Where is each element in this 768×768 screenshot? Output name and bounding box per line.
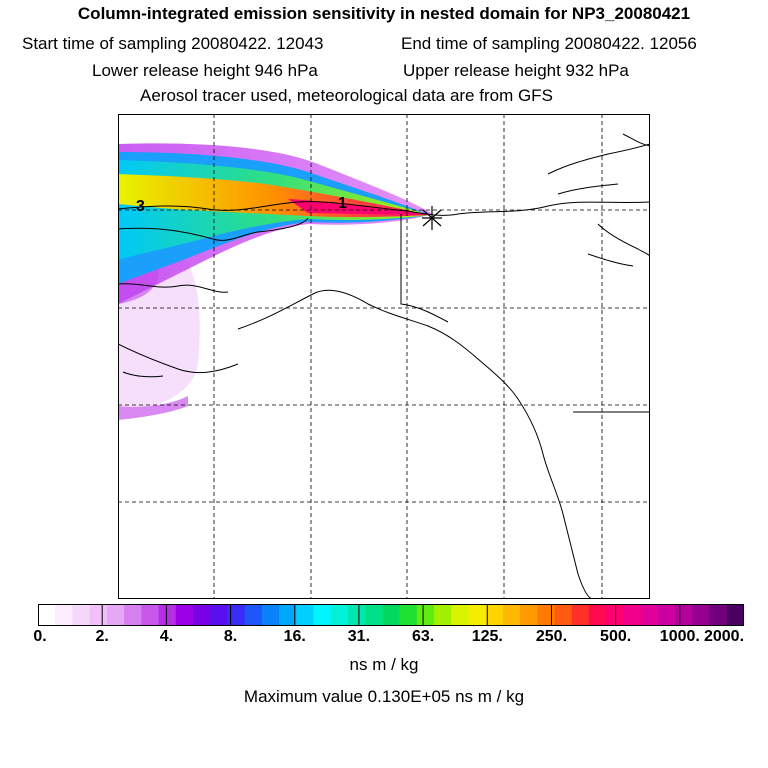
color-scale-tick-label: 250. — [535, 628, 568, 645]
color-scale-segment — [589, 604, 607, 626]
color-scale-tick-label: 31. — [347, 628, 371, 645]
color-scale-segment — [313, 604, 332, 626]
color-scale-segment — [640, 604, 659, 626]
color-scale-tick-label: 0. — [33, 628, 47, 645]
plume-label-1: 1 — [338, 195, 347, 212]
color-scale-segment — [485, 604, 504, 626]
color-scale-segment — [382, 604, 401, 626]
coastlines — [118, 133, 650, 599]
color-scale-segment — [709, 604, 728, 626]
color-scale-tick-label: 2000. — [703, 628, 745, 645]
color-scale-segment — [520, 604, 538, 626]
color-scale-bar — [38, 604, 744, 626]
lat-lon-grid — [118, 114, 650, 599]
color-scale-segment — [141, 604, 160, 626]
upper-release-height-label: Upper release height 932 hPa — [403, 61, 629, 80]
color-scale-segment — [399, 604, 418, 626]
sensitivity-map: 1 3 — [118, 114, 650, 599]
color-scale-segment — [571, 604, 590, 626]
color-scale-segment — [502, 604, 521, 626]
color-scale-segment — [347, 604, 366, 626]
units-label: ns m / kg — [349, 655, 419, 674]
color-scale-segment — [158, 604, 177, 626]
color-scale-tick-label: 16. — [283, 628, 306, 645]
color-scale-segment — [279, 604, 297, 626]
color-scale-segment — [675, 604, 693, 626]
color-scale-segment — [434, 604, 452, 626]
color-scale-segment — [365, 604, 383, 626]
color-scale-segment — [72, 604, 91, 626]
color-scale-segment — [261, 604, 280, 626]
plume-peak — [288, 199, 430, 215]
color-scale-segment — [210, 604, 228, 626]
color-scale-segment — [55, 604, 73, 626]
color-scale-segment — [124, 604, 142, 626]
color-scale-segment — [537, 604, 556, 626]
color-scale-segment — [416, 604, 435, 626]
color-scale-frame — [38, 604, 744, 626]
color-scale-segment — [451, 604, 469, 626]
color-scale-tick-label: 125. — [471, 628, 503, 645]
color-scale-tick-label: 2. — [95, 628, 109, 645]
color-scale-segment — [330, 604, 349, 626]
color-scale-tick-label: 4. — [159, 628, 174, 645]
color-scale-segment — [38, 604, 56, 626]
color-scale-segment — [296, 604, 315, 626]
plume-label-3: 3 — [136, 198, 145, 215]
borders — [400, 214, 650, 413]
color-scale-segment — [89, 604, 108, 626]
map-frame — [118, 114, 650, 599]
max-value-label: Maximum value 0.130E+05 ns m / kg — [243, 687, 525, 706]
color-scale-tick-labels: 0. 2. 4. 8. 16. 31. 63. 125. 250. 500. 1000. 2000. — [0, 628, 768, 650]
color-scale-segment — [657, 604, 676, 626]
color-scale-segment — [106, 604, 125, 626]
end-time-label: End time of sampling 20080422. 12056 — [401, 34, 697, 53]
color-scale-tick-label: 500. — [600, 628, 632, 645]
color-scale-tick-label: 63. — [411, 628, 435, 645]
color-scale-segment — [692, 604, 711, 626]
color-scale-segment — [468, 604, 487, 626]
plot-title: Column-integrated emission sensitivity i… — [77, 4, 691, 23]
color-scale-tick-label: 1000. — [659, 628, 700, 645]
color-scale-segment — [175, 604, 194, 626]
color-scale-segment — [227, 604, 246, 626]
start-time-label: Start time of sampling 20080422. 12043 — [22, 34, 324, 53]
color-scale-segment — [192, 604, 211, 626]
color-scale-segment — [606, 604, 624, 626]
color-scale-tick-label: 8. — [223, 628, 238, 645]
plume-haze-lower — [118, 396, 188, 420]
color-scale-segment — [554, 604, 573, 626]
color-scale-segment — [623, 604, 642, 626]
lower-release-height-label: Lower release height 946 hPa — [92, 61, 318, 80]
color-scale-segment — [244, 604, 263, 626]
color-scale-segment — [726, 604, 744, 626]
tracer-info-label: Aerosol tracer used, meteorological data… — [140, 86, 553, 105]
release-point-icon — [422, 206, 442, 230]
